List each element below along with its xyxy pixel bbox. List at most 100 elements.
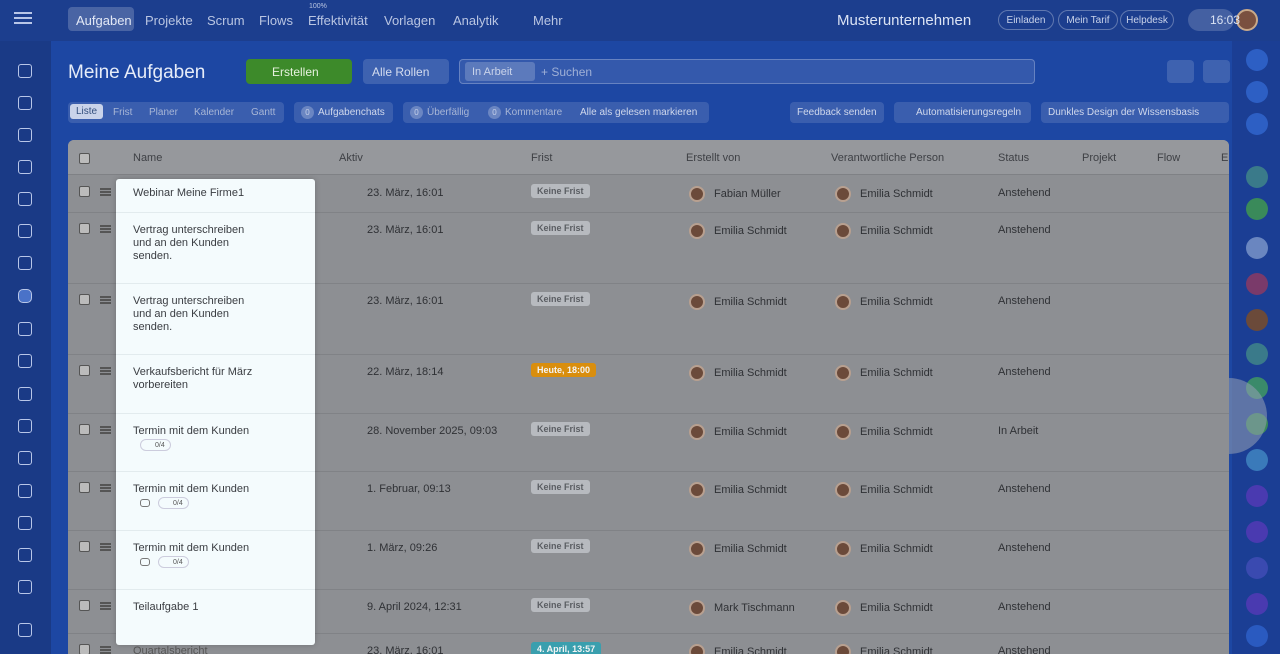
search-input[interactable]: + Suchen: [541, 65, 593, 79]
row-checkbox[interactable]: [79, 424, 90, 435]
row-menu[interactable]: [100, 225, 111, 227]
column-header[interactable]: Frist: [531, 152, 553, 164]
responsible[interactable]: Emilia Schmidt: [860, 188, 933, 200]
responsible[interactable]: Emilia Schmidt: [860, 646, 933, 654]
header-checkbox[interactable]: [79, 153, 90, 164]
nav-item[interactable]: Aufgaben: [76, 13, 132, 28]
responsible[interactable]: Emilia Schmidt: [860, 484, 933, 496]
responsible[interactable]: Emilia Schmidt: [860, 296, 933, 308]
chats-pill[interactable]: 0 Aufgabenchats: [294, 102, 393, 123]
created-by[interactable]: Emilia Schmidt: [714, 426, 787, 438]
created-by[interactable]: Emilia Schmidt: [714, 367, 787, 379]
deadline-chip[interactable]: Heute, 18:00: [531, 363, 597, 377]
deadline-chip[interactable]: Keine Frist: [531, 598, 590, 612]
column-header[interactable]: Verantwortliche Person: [831, 152, 945, 164]
column-header[interactable]: Projekt: [1082, 152, 1117, 164]
responsible[interactable]: Emilia Schmidt: [860, 543, 933, 555]
nav-item[interactable]: Vorlagen: [384, 13, 436, 28]
row-menu[interactable]: [100, 426, 111, 428]
row-menu[interactable]: [100, 484, 111, 486]
row-checkbox[interactable]: [79, 482, 90, 493]
column-header[interactable]: E: [1221, 152, 1229, 164]
row-menu[interactable]: [100, 367, 111, 369]
nav-item[interactable]: Projekte: [145, 13, 193, 28]
row-checkbox[interactable]: [79, 186, 90, 197]
nav-item[interactable]: Effektivität: [308, 13, 368, 28]
filter-chip[interactable]: In Arbeit: [465, 62, 535, 81]
deadline-chip[interactable]: Keine Frist: [531, 221, 590, 235]
company[interactable]: Musterunternehmen: [837, 12, 972, 29]
nav-button[interactable]: Mein Tarif: [1058, 10, 1118, 30]
action-button[interactable]: Dunkles Design der Wissensbasis: [1041, 102, 1229, 123]
row-checkbox[interactable]: [79, 644, 90, 654]
task-name[interactable]: Vertrag unterschreiben und an den Kunden…: [133, 224, 245, 262]
task-name[interactable]: Vertrag unterschreiben und an den Kunden…: [133, 295, 245, 333]
recurring-icon: [140, 558, 150, 566]
view-tab[interactable]: Kalender: [194, 107, 235, 118]
column-header[interactable]: Flow: [1157, 152, 1181, 164]
created-by[interactable]: Emilia Schmidt: [714, 543, 787, 555]
deadline-chip[interactable]: 4. April, 13:57: [531, 642, 602, 654]
settings-button[interactable]: [1167, 60, 1194, 83]
search-box[interactable]: [459, 59, 1035, 84]
nav-item[interactable]: Flows: [259, 13, 293, 28]
view-tab[interactable]: Gantt: [251, 107, 276, 118]
menu-icon[interactable]: [14, 12, 32, 14]
counter-label[interactable]: Überfällig: [427, 107, 470, 118]
created-by[interactable]: Emilia Schmidt: [714, 646, 787, 654]
deadline-chip[interactable]: Keine Frist: [531, 539, 590, 553]
task-name[interactable]: Verkaufsbericht für März vorbereiten: [133, 366, 253, 391]
responsible[interactable]: Emilia Schmidt: [860, 602, 933, 614]
row-menu[interactable]: [100, 602, 111, 604]
column-header[interactable]: Name: [133, 152, 163, 164]
create-button[interactable]: Erstellen: [246, 59, 352, 84]
row-checkbox[interactable]: [79, 294, 90, 305]
view-tab[interactable]: Planer: [149, 107, 178, 118]
deadline-chip[interactable]: Keine Frist: [531, 422, 590, 436]
row-checkbox[interactable]: [79, 600, 90, 611]
created-by[interactable]: Fabian Müller: [714, 188, 781, 200]
view-tab[interactable]: Frist: [113, 107, 133, 118]
task-name[interactable]: Teilaufgabe 1: [133, 601, 199, 613]
responsible[interactable]: Emilia Schmidt: [860, 225, 933, 237]
counter-label[interactable]: Kommentare: [505, 107, 563, 118]
user-avatar[interactable]: [1236, 9, 1258, 31]
task-name[interactable]: Quartalsbericht: [133, 645, 208, 654]
action-button[interactable]: Automatisierungsregeln: [894, 102, 1031, 123]
nav-item[interactable]: Analytik: [453, 13, 499, 28]
row-checkbox[interactable]: [79, 365, 90, 376]
nav-item[interactable]: Scrum: [207, 13, 245, 28]
action-button[interactable]: Feedback senden: [790, 102, 884, 123]
row-menu[interactable]: [100, 646, 111, 648]
created-by[interactable]: Emilia Schmidt: [714, 296, 787, 308]
deadline-chip[interactable]: Keine Frist: [531, 480, 590, 494]
task-name[interactable]: Termin mit dem Kunden: [133, 542, 250, 554]
row-menu[interactable]: [100, 296, 111, 298]
deadline-chip[interactable]: Keine Frist: [531, 184, 590, 198]
task-name[interactable]: Termin mit dem Kunden: [133, 425, 250, 437]
responsible[interactable]: Emilia Schmidt: [860, 367, 933, 379]
panel-divider: [116, 530, 315, 531]
task-name[interactable]: Termin mit dem Kunden: [133, 483, 250, 495]
deadline-chip[interactable]: Keine Frist: [531, 292, 590, 306]
roles-button[interactable]: Alle Rollen: [363, 59, 449, 84]
created-by[interactable]: Emilia Schmidt: [714, 225, 787, 237]
column-header[interactable]: Aktiv: [339, 152, 363, 164]
quick-button[interactable]: [1203, 60, 1230, 83]
created-by[interactable]: Emilia Schmidt: [714, 484, 787, 496]
panel-divider: [116, 212, 315, 213]
nav-button[interactable]: Helpdesk: [1120, 10, 1174, 30]
nav-button[interactable]: Einladen: [998, 10, 1054, 30]
column-header[interactable]: Erstellt von: [686, 152, 741, 164]
task-name[interactable]: Webinar Meine Firme1: [133, 187, 245, 199]
created-by[interactable]: Mark Tischmann: [714, 602, 795, 614]
row-menu[interactable]: [100, 188, 111, 190]
nav-item[interactable]: Mehr: [533, 13, 563, 28]
row-checkbox[interactable]: [79, 541, 90, 552]
row-checkbox[interactable]: [79, 223, 90, 234]
column-header[interactable]: Status: [998, 152, 1030, 164]
view-tab[interactable]: Liste: [70, 104, 104, 119]
responsible[interactable]: Emilia Schmidt: [860, 426, 933, 438]
row-menu[interactable]: [100, 543, 111, 545]
mark-read[interactable]: Alle als gelesen markieren: [580, 107, 698, 118]
